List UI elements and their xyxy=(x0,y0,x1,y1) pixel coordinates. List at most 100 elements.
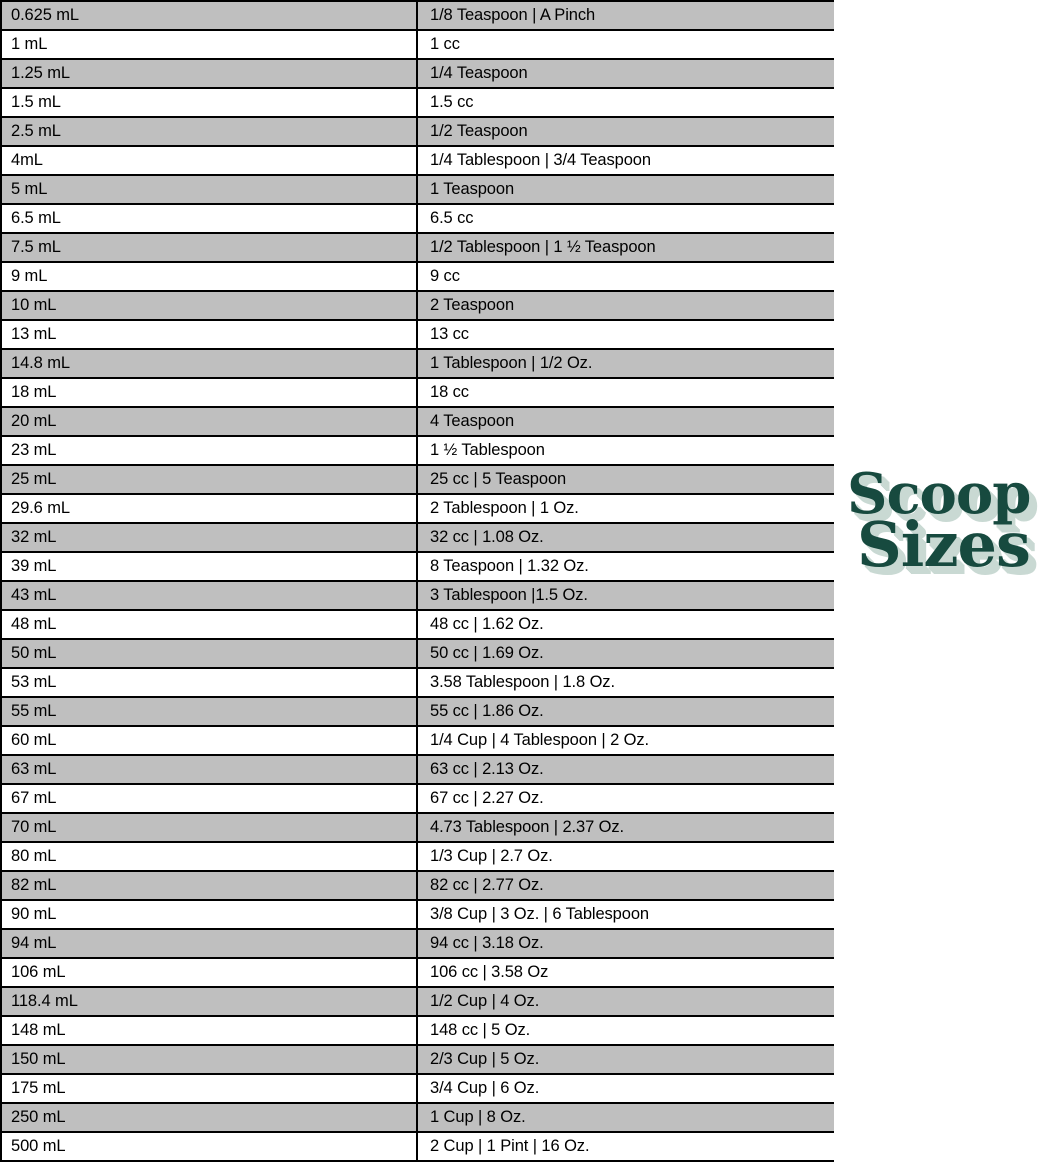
cell-equivalent-measure: 1/2 Teaspoon xyxy=(417,116,834,147)
table-row: 60 mL 1/4 Cup | 4 Tablespoon | 2 Oz. xyxy=(0,725,834,756)
cell-equivalent-measure: 3 Tablespoon |1.5 Oz. xyxy=(417,580,834,611)
table-row: 1 mL 1 cc xyxy=(0,29,834,60)
table-row: 20 mL 4 Teaspoon xyxy=(0,406,834,437)
cell-volume-ml: 118.4 mL xyxy=(0,986,418,1017)
cell-equivalent-measure: 1/8 Teaspoon | A Pinch xyxy=(417,0,834,31)
cell-equivalent-measure: 50 cc | 1.69 Oz. xyxy=(417,638,834,669)
cell-volume-ml: 82 mL xyxy=(0,870,418,901)
table-row: 48 mL 48 cc | 1.62 Oz. xyxy=(0,609,834,640)
table-row: 0.625 mL 1/8 Teaspoon | A Pinch xyxy=(0,0,834,31)
table-row: 70 mL 4.73 Tablespoon | 2.37 Oz. xyxy=(0,812,834,843)
cell-volume-ml: 67 mL xyxy=(0,783,418,814)
cell-volume-ml: 70 mL xyxy=(0,812,418,843)
table-row: 23 mL 1 ½ Tablespoon xyxy=(0,435,834,466)
cell-equivalent-measure: 1 Teaspoon xyxy=(417,174,834,205)
table-row: 18 mL 18 cc xyxy=(0,377,834,408)
cell-equivalent-measure: 1 cc xyxy=(417,29,834,60)
cell-equivalent-measure: 1/3 Cup | 2.7 Oz. xyxy=(417,841,834,872)
cell-equivalent-measure: 94 cc | 3.18 Oz. xyxy=(417,928,834,959)
cell-equivalent-measure: 1 Cup | 8 Oz. xyxy=(417,1102,834,1133)
table-row: 118.4 mL 1/2 Cup | 4 Oz. xyxy=(0,986,834,1017)
cell-equivalent-measure: 106 cc | 3.58 Oz xyxy=(417,957,834,988)
table-row: 94 mL 94 cc | 3.18 Oz. xyxy=(0,928,834,959)
cell-equivalent-measure: 4 Teaspoon xyxy=(417,406,834,437)
table-row: 500 mL 2 Cup | 1 Pint | 16 Oz. xyxy=(0,1131,834,1162)
table-row: 9 mL 9 cc xyxy=(0,261,834,292)
cell-equivalent-measure: 1/4 Tablespoon | 3/4 Teaspoon xyxy=(417,145,834,176)
cell-volume-ml: 150 mL xyxy=(0,1044,418,1075)
cell-equivalent-measure: 2 Cup | 1 Pint | 16 Oz. xyxy=(417,1131,834,1162)
table-row: 14.8 mL 1 Tablespoon | 1/2 Oz. xyxy=(0,348,834,379)
table-row: 39 mL 8 Teaspoon | 1.32 Oz. xyxy=(0,551,834,582)
logo-word-scoop: Scoop xyxy=(847,461,1031,527)
cell-equivalent-measure: 1/4 Cup | 4 Tablespoon | 2 Oz. xyxy=(417,725,834,756)
scoop-sizes-logo: Scoop Sizes xyxy=(847,461,1047,618)
table-row: 10 mL 2 Teaspoon xyxy=(0,290,834,321)
conversion-table: 0.625 mL 1/8 Teaspoon | A Pinch 1 mL 1 cc 1.… xyxy=(0,0,834,1162)
cell-equivalent-measure: 55 cc | 1.86 Oz. xyxy=(417,696,834,727)
cell-volume-ml: 6.5 mL xyxy=(0,203,418,234)
cell-equivalent-measure: 1/4 Teaspoon xyxy=(417,58,834,89)
table-row: 43 mL 3 Tablespoon |1.5 Oz. xyxy=(0,580,834,611)
cell-equivalent-measure: 67 cc | 2.27 Oz. xyxy=(417,783,834,814)
logo-word-sizes: Sizes xyxy=(857,508,1031,582)
cell-volume-ml: 250 mL xyxy=(0,1102,418,1133)
cell-volume-ml: 7.5 mL xyxy=(0,232,418,263)
table-row: 55 mL 55 cc | 1.86 Oz. xyxy=(0,696,834,727)
cell-volume-ml: 50 mL xyxy=(0,638,418,669)
table-row: 50 mL 50 cc | 1.69 Oz. xyxy=(0,638,834,669)
table-row: 32 mL 32 cc | 1.08 Oz. xyxy=(0,522,834,553)
cell-volume-ml: 55 mL xyxy=(0,696,418,727)
cell-volume-ml: 175 mL xyxy=(0,1073,418,1104)
cell-equivalent-measure: 1 ½ Tablespoon xyxy=(417,435,834,466)
table-row: 80 mL 1/3 Cup | 2.7 Oz. xyxy=(0,841,834,872)
cell-equivalent-measure: 3/4 Cup | 6 Oz. xyxy=(417,1073,834,1104)
table-row: 25 mL 25 cc | 5 Teaspoon xyxy=(0,464,834,495)
table-row: 63 mL 63 cc | 2.13 Oz. xyxy=(0,754,834,785)
cell-equivalent-measure: 13 cc xyxy=(417,319,834,350)
table-row: 1.25 mL 1/4 Teaspoon xyxy=(0,58,834,89)
cell-equivalent-measure: 3.58 Tablespoon | 1.8 Oz. xyxy=(417,667,834,698)
cell-volume-ml: 25 mL xyxy=(0,464,418,495)
cell-volume-ml: 23 mL xyxy=(0,435,418,466)
table-row: 2.5 mL 1/2 Teaspoon xyxy=(0,116,834,147)
cell-volume-ml: 63 mL xyxy=(0,754,418,785)
cell-equivalent-measure: 8 Teaspoon | 1.32 Oz. xyxy=(417,551,834,582)
cell-volume-ml: 500 mL xyxy=(0,1131,418,1162)
cell-volume-ml: 18 mL xyxy=(0,377,418,408)
table-row: 148 mL 148 cc | 5 Oz. xyxy=(0,1015,834,1046)
cell-volume-ml: 1 mL xyxy=(0,29,418,60)
cell-equivalent-measure: 25 cc | 5 Teaspoon xyxy=(417,464,834,495)
table-row: 67 mL 67 cc | 2.27 Oz. xyxy=(0,783,834,814)
table-row: 6.5 mL 6.5 cc xyxy=(0,203,834,234)
cell-volume-ml: 2.5 mL xyxy=(0,116,418,147)
cell-volume-ml: 4mL xyxy=(0,145,418,176)
cell-equivalent-measure: 4.73 Tablespoon | 2.37 Oz. xyxy=(417,812,834,843)
cell-volume-ml: 90 mL xyxy=(0,899,418,930)
table-row: 13 mL 13 cc xyxy=(0,319,834,350)
table-row: 1.5 mL 1.5 cc xyxy=(0,87,834,118)
cell-equivalent-measure: 1/2 Cup | 4 Oz. xyxy=(417,986,834,1017)
cell-equivalent-measure: 148 cc | 5 Oz. xyxy=(417,1015,834,1046)
cell-volume-ml: 10 mL xyxy=(0,290,418,321)
cell-equivalent-measure: 3/8 Cup | 3 Oz. | 6 Tablespoon xyxy=(417,899,834,930)
table-row: 250 mL 1 Cup | 8 Oz. xyxy=(0,1102,834,1133)
cell-volume-ml: 20 mL xyxy=(0,406,418,437)
cell-volume-ml: 53 mL xyxy=(0,667,418,698)
conversion-table-body: 0.625 mL 1/8 Teaspoon | A Pinch 1 mL 1 cc 1.… xyxy=(0,0,834,1162)
cell-equivalent-measure: 1.5 cc xyxy=(417,87,834,118)
table-row: 82 mL 82 cc | 2.77 Oz. xyxy=(0,870,834,901)
cell-equivalent-measure: 6.5 cc xyxy=(417,203,834,234)
cell-volume-ml: 94 mL xyxy=(0,928,418,959)
cell-volume-ml: 1.5 mL xyxy=(0,87,418,118)
cell-volume-ml: 60 mL xyxy=(0,725,418,756)
cell-volume-ml: 32 mL xyxy=(0,522,418,553)
table-row: 53 mL 3.58 Tablespoon | 1.8 Oz. xyxy=(0,667,834,698)
cell-equivalent-measure: 48 cc | 1.62 Oz. xyxy=(417,609,834,640)
table-row: 90 mL 3/8 Cup | 3 Oz. | 6 Tablespoon xyxy=(0,899,834,930)
table-row: 5 mL 1 Teaspoon xyxy=(0,174,834,205)
cell-volume-ml: 13 mL xyxy=(0,319,418,350)
cell-equivalent-measure: 9 cc xyxy=(417,261,834,292)
cell-equivalent-measure: 18 cc xyxy=(417,377,834,408)
cell-volume-ml: 29.6 mL xyxy=(0,493,418,524)
